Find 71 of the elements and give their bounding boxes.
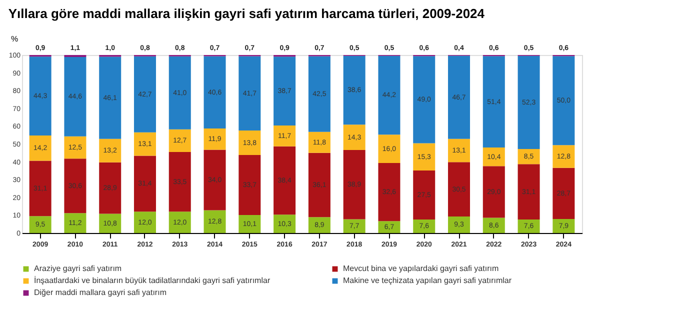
bar [552, 218, 575, 233]
bar [518, 148, 540, 164]
bar [378, 134, 400, 164]
bar [448, 216, 470, 233]
bar [518, 56, 540, 149]
bar [448, 162, 470, 216]
bar [482, 218, 505, 233]
bar [134, 212, 156, 233]
chart-title: Yıllara göre maddi mallara ilişkin gayri safi yatırım harcama türleri, 2009-2024 [8, 6, 486, 21]
bar [482, 56, 505, 148]
bar [413, 56, 436, 144]
bar [518, 164, 540, 220]
bar [274, 214, 296, 233]
bar [274, 125, 296, 146]
bar [64, 56, 86, 136]
bar [168, 212, 191, 233]
bar [29, 135, 52, 161]
bar [204, 128, 226, 150]
bar [552, 145, 575, 168]
legend-label: Araziye gayri safi yatırım [34, 264, 122, 273]
bar [482, 166, 505, 218]
legend-label: Makine ve teçhizata yapılan gayri safi yatırımlar [343, 276, 512, 285]
bar [168, 56, 191, 130]
bar [99, 214, 122, 233]
bar [238, 215, 261, 233]
bar [378, 163, 400, 222]
bar [64, 158, 86, 214]
bar [448, 56, 470, 139]
bar [448, 138, 470, 162]
bar [343, 124, 366, 150]
bar [308, 152, 330, 218]
bar [343, 150, 366, 220]
bar [29, 160, 52, 216]
bar [413, 219, 436, 233]
bar [99, 56, 122, 139]
bar [552, 56, 575, 146]
bar [343, 56, 366, 125]
bar [343, 219, 366, 233]
y-axis-title: % [10, 34, 18, 44]
bar [378, 221, 400, 233]
bar [29, 56, 52, 136]
bar [238, 155, 261, 216]
bar [134, 132, 156, 156]
bar [552, 168, 575, 219]
bar [64, 136, 86, 159]
bar [204, 210, 226, 233]
bar [204, 150, 226, 210]
legend-label: Diğer maddi mallara gayri safi yatırım [34, 288, 167, 297]
bar [308, 132, 330, 153]
bar [99, 138, 122, 162]
bar [413, 143, 436, 171]
bar [274, 56, 296, 126]
bar [134, 56, 156, 132]
bar [518, 219, 540, 233]
bar [64, 213, 86, 233]
bar [238, 130, 261, 156]
bar [308, 56, 330, 132]
bar [274, 146, 296, 215]
bar [168, 129, 191, 152]
legend-label: Mevcut bina ve yapılardaki gayri safi yatırım [343, 264, 499, 273]
bar [168, 152, 191, 212]
bar [204, 56, 226, 129]
bar [482, 148, 505, 166]
bar [238, 56, 261, 130]
legend-label: İnşaatlardaki ve binaların büyük tadilatlarındaki gayri safi yatırımlar [34, 276, 270, 285]
bar [134, 156, 156, 212]
bar [378, 56, 400, 135]
bar [413, 170, 436, 220]
bar [29, 216, 52, 233]
bar [308, 217, 330, 233]
bar [99, 162, 122, 214]
